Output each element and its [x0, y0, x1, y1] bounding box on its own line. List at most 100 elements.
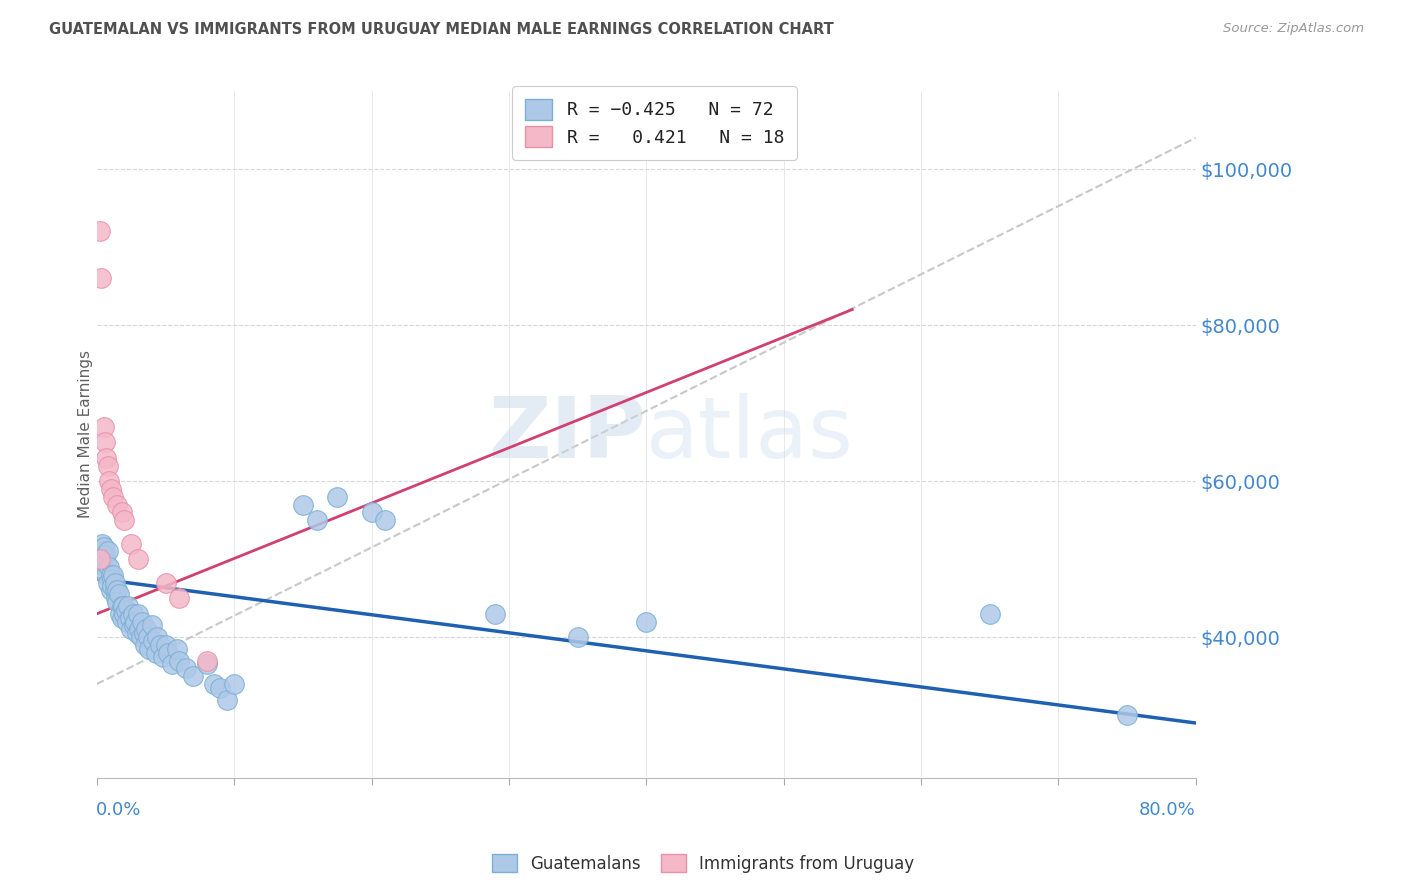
Point: [224, 677, 246, 691]
Point: [107, 595, 129, 609]
Point: [94, 548, 117, 562]
Point: [96, 450, 118, 465]
Point: [484, 607, 506, 621]
Point: [101, 579, 124, 593]
Point: [117, 599, 139, 613]
Point: [105, 591, 128, 606]
Point: [103, 567, 125, 582]
Point: [96, 556, 118, 570]
Point: [157, 646, 180, 660]
Legend: Guatemalans, Immigrants from Uruguay: Guatemalans, Immigrants from Uruguay: [485, 847, 921, 880]
Point: [98, 560, 121, 574]
Y-axis label: Median Male Earnings: Median Male Earnings: [79, 351, 93, 518]
Point: [155, 638, 177, 652]
Point: [114, 603, 136, 617]
Point: [112, 513, 135, 527]
Point: [305, 513, 328, 527]
Point: [145, 646, 167, 660]
Point: [129, 630, 152, 644]
Point: [122, 618, 145, 632]
Point: [93, 419, 115, 434]
Point: [110, 610, 132, 624]
Point: [136, 630, 159, 644]
Point: [115, 615, 138, 629]
Point: [135, 623, 157, 637]
Point: [118, 610, 141, 624]
Point: [120, 536, 142, 550]
Point: [111, 599, 134, 613]
Point: [166, 641, 188, 656]
Point: [202, 677, 225, 691]
Point: [98, 474, 121, 488]
Point: [155, 575, 177, 590]
Point: [108, 587, 131, 601]
Point: [100, 583, 122, 598]
Point: [110, 607, 132, 621]
Point: [134, 638, 156, 652]
Point: [125, 626, 148, 640]
Point: [120, 623, 142, 637]
Text: Source: ZipAtlas.com: Source: ZipAtlas.com: [1223, 22, 1364, 36]
Point: [195, 657, 218, 672]
Point: [112, 607, 135, 621]
Point: [979, 607, 1001, 621]
Point: [142, 634, 165, 648]
Point: [360, 505, 382, 519]
Point: [94, 435, 117, 450]
Legend: R = −0.425   N = 72, R =   0.421   N = 18: R = −0.425 N = 72, R = 0.421 N = 18: [512, 87, 797, 160]
Point: [91, 536, 114, 550]
Text: ZIP: ZIP: [488, 392, 647, 475]
Point: [110, 505, 132, 519]
Text: 80.0%: 80.0%: [1139, 801, 1195, 819]
Point: [169, 591, 191, 606]
Point: [195, 654, 218, 668]
Point: [97, 544, 120, 558]
Point: [89, 552, 111, 566]
Point: [141, 618, 163, 632]
Point: [104, 583, 127, 598]
Point: [89, 225, 111, 239]
Point: [110, 599, 132, 613]
Point: [90, 271, 112, 285]
Point: [146, 630, 169, 644]
Point: [93, 552, 115, 566]
Text: GUATEMALAN VS IMMIGRANTS FROM URUGUAY MEDIAN MALE EARNINGS CORRELATION CHART: GUATEMALAN VS IMMIGRANTS FROM URUGUAY ME…: [49, 22, 834, 37]
Point: [152, 649, 174, 664]
Point: [567, 630, 589, 644]
Point: [162, 657, 184, 672]
Point: [127, 552, 149, 566]
Point: [107, 498, 129, 512]
Point: [174, 661, 197, 675]
Point: [127, 607, 149, 621]
Point: [169, 654, 191, 668]
Point: [149, 638, 172, 652]
Point: [128, 623, 150, 637]
Point: [124, 615, 146, 629]
Point: [90, 544, 112, 558]
Point: [97, 575, 120, 590]
Point: [131, 615, 153, 629]
Point: [132, 626, 155, 640]
Point: [94, 560, 117, 574]
Point: [93, 541, 115, 555]
Point: [636, 615, 658, 629]
Point: [217, 692, 239, 706]
Point: [104, 575, 127, 590]
Point: [138, 641, 160, 656]
Point: [181, 669, 204, 683]
Point: [1116, 708, 1139, 723]
Point: [100, 567, 122, 582]
Point: [89, 552, 111, 566]
Point: [107, 583, 129, 598]
Point: [374, 513, 396, 527]
Point: [209, 681, 232, 695]
Point: [96, 567, 118, 582]
Text: atlas: atlas: [647, 392, 855, 475]
Text: 0.0%: 0.0%: [96, 801, 141, 819]
Point: [101, 572, 124, 586]
Point: [97, 458, 120, 473]
Point: [121, 607, 143, 621]
Point: [291, 498, 314, 512]
Point: [103, 490, 125, 504]
Point: [100, 482, 122, 496]
